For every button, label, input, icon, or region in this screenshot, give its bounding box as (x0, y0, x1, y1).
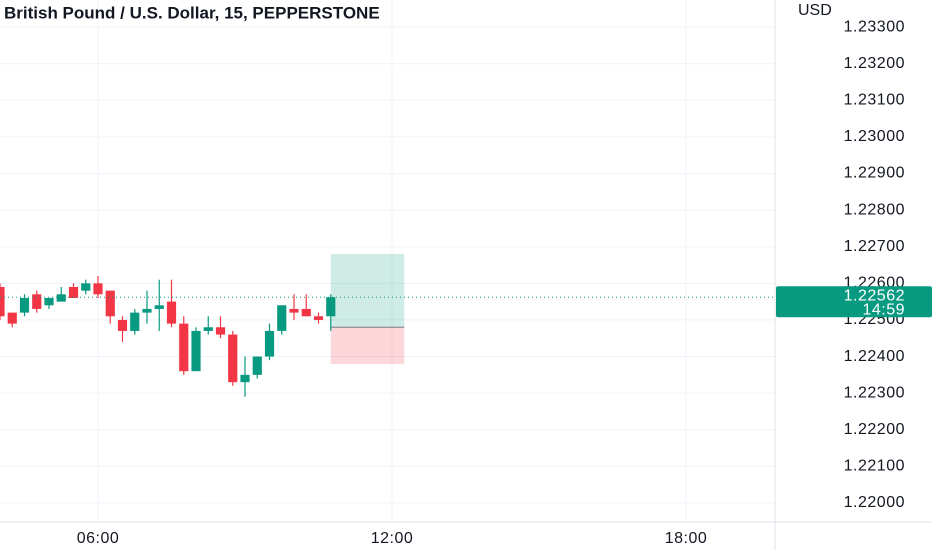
candle-body (289, 308, 299, 313)
candle-body (154, 305, 164, 309)
y-tick-label: 1.23000 (844, 128, 905, 145)
candle-body (56, 294, 66, 302)
candle-body (81, 283, 91, 291)
candle-body (179, 323, 189, 372)
candle-body (68, 286, 79, 298)
candle-body (203, 327, 213, 331)
candle-body (32, 294, 42, 309)
plot-area (0, 254, 775, 397)
candle-body (301, 308, 311, 317)
countdown-label: 14:59 (862, 301, 905, 318)
candle-body (7, 312, 17, 324)
y-tick-label: 1.22400 (844, 348, 905, 365)
candle-body (326, 297, 336, 317)
y-tick-label: 1.22000 (844, 494, 905, 511)
candle-body (117, 319, 128, 331)
y-tick-label: 1.23300 (844, 18, 905, 35)
candle-body (0, 286, 5, 317)
candle-body (264, 330, 275, 357)
candle-body (105, 290, 115, 317)
y-tick-label: 1.23200 (844, 55, 905, 72)
y-tick-label: 1.22300 (844, 384, 905, 401)
target-zone (330, 254, 405, 328)
candle-body (240, 374, 250, 383)
y-tick-label: 1.22100 (844, 458, 905, 475)
chart-title: British Pound / U.S. Dollar, 15, PEPPERS… (4, 3, 380, 22)
candle-body (277, 305, 287, 331)
x-tick-label: 06:00 (77, 530, 120, 547)
candle-body (19, 297, 30, 313)
last-price-tag (776, 286, 932, 318)
candle-body (215, 327, 226, 335)
candle-body (93, 283, 103, 295)
axis-unit: USD (798, 2, 832, 19)
y-tick-label: 1.22700 (844, 238, 905, 255)
candle-body (313, 316, 324, 320)
y-tick-label: 1.23100 (844, 92, 905, 109)
axes: 1.22000 1.22100 1.22200 1.22300 1.22400 1.225… (77, 18, 932, 547)
candle-body (44, 297, 54, 306)
candle-body (130, 312, 140, 331)
candle-body (228, 334, 238, 383)
y-tick-label: 1.22800 (844, 201, 905, 218)
candle-body (252, 356, 262, 375)
stop-zone (330, 327, 405, 364)
candle-body (166, 301, 177, 324)
candle-body (142, 308, 152, 313)
y-tick-label: 1.22900 (844, 165, 905, 182)
last-price-label: 1.22562 (844, 287, 905, 304)
y-tick-label: 1.22200 (844, 421, 905, 438)
x-tick-label: 18:00 (665, 530, 708, 547)
x-tick-label: 12:00 (371, 530, 414, 547)
candle-body (191, 330, 201, 372)
grid (0, 0, 775, 522)
